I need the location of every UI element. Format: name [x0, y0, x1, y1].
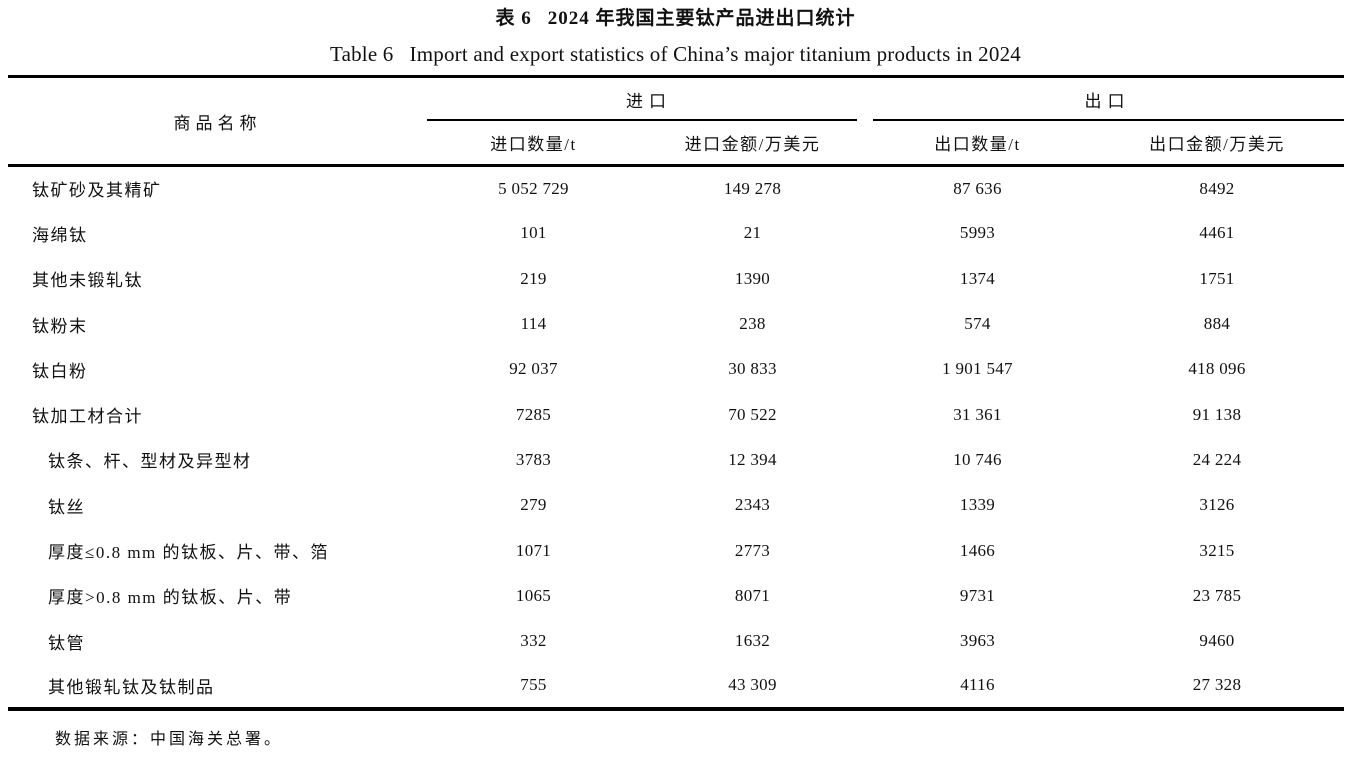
- table-caption-cn: 表 6 2024 年我国主要钛产品进出口统计: [0, 0, 1351, 33]
- cell-export-qty: 574: [964, 314, 991, 334]
- header-import-value: 进口金额/万美元: [640, 120, 865, 167]
- table-row: 钛矿砂及其精矿 5 052 729 149 278 87 636 8492: [8, 166, 1344, 211]
- cell-product: 钛白粉: [32, 361, 88, 381]
- cell-import-value: 8071: [734, 585, 771, 605]
- cell-import-qty: 7285: [515, 404, 552, 424]
- cell-import-qty: 3783: [515, 449, 552, 469]
- header-group-row: 商品名称 进口 出口: [8, 76, 1344, 167]
- table-caption-en: Table 6 Import and export statistics of C…: [0, 41, 1351, 67]
- cell-export-qty: 1374: [959, 268, 996, 288]
- cell-export-value: 3126: [1199, 495, 1235, 515]
- table-row: 钛粉末 114 238 574 884: [8, 301, 1344, 346]
- cell-import-value: 149 278: [723, 178, 782, 198]
- header-group-export: 出口: [865, 77, 1344, 121]
- cell-export-qty: 1339: [959, 495, 996, 515]
- cell-import-qty: 1071: [515, 540, 552, 560]
- cell-import-value: 2343: [734, 495, 771, 515]
- cell-import-value: 12 394: [728, 449, 777, 469]
- cell-export-qty: 5993: [959, 223, 996, 243]
- table-row: 厚度≤0.8 mm 的钛板、片、带、箔 1071 2773 1466 3215: [8, 528, 1344, 573]
- header-product-name: 商品名称: [8, 76, 427, 167]
- cell-import-qty: 114: [520, 314, 547, 334]
- table-row: 钛管 332 1632 3963 9460: [8, 618, 1344, 663]
- cell-import-value: 1390: [734, 268, 771, 288]
- cell-export-qty: 31 361: [953, 404, 1002, 424]
- cell-export-value: 3215: [1199, 540, 1235, 560]
- cell-import-qty: 755: [520, 675, 547, 695]
- cell-product: 厚度>0.8 mm 的钛板、片、带: [48, 588, 293, 608]
- cell-export-qty: 87 636: [953, 178, 1002, 198]
- table-caption-cn-label: 表 6: [495, 8, 532, 29]
- header-group-export-label: 出口: [1084, 91, 1131, 111]
- header-group-import-label: 进口: [626, 91, 672, 111]
- cell-export-qty: 1466: [959, 540, 996, 560]
- table-row: 其他未锻轧钛 219 1390 1374 1751: [8, 256, 1344, 301]
- cell-export-qty: 4116: [960, 675, 995, 695]
- cell-product: 厚度≤0.8 mm 的钛板、片、带、箔: [48, 543, 330, 563]
- cell-product: 海绵钛: [32, 225, 88, 245]
- cell-import-value: 70 522: [728, 404, 777, 424]
- table-row: 厚度>0.8 mm 的钛板、片、带 1065 8071 9731 23 785: [8, 573, 1344, 618]
- cell-export-qty: 1 901 547: [942, 359, 1013, 379]
- cell-export-value: 24 224: [1192, 449, 1242, 469]
- cell-product: 钛丝: [48, 497, 85, 517]
- table-caption-en-text: Import and export statistics of China’s …: [409, 42, 1021, 66]
- cell-import-qty: 332: [520, 631, 547, 651]
- cell-product: 钛管: [48, 633, 85, 653]
- cell-import-qty: 279: [520, 495, 547, 515]
- cell-export-value: 91 138: [1192, 404, 1242, 424]
- table-row: 钛丝 279 2343 1339 3126: [8, 483, 1344, 528]
- cell-export-qty: 9731: [959, 585, 996, 605]
- import-group-rule: [427, 118, 857, 121]
- import-export-table: 商品名称 进口 出口 进口数量/t 进口金额/万美元 出口数量/t 出口金额/万…: [8, 75, 1344, 712]
- cell-export-qty: 10 746: [953, 449, 1002, 469]
- cell-import-qty: 219: [520, 268, 547, 288]
- cell-product: 钛加工材合计: [32, 407, 143, 427]
- header-export-value: 出口金额/万美元: [1090, 120, 1344, 167]
- cell-import-value: 30 833: [728, 359, 777, 379]
- cell-export-value: 9460: [1199, 631, 1235, 651]
- table-row: 其他锻轧钛及钛制品 755 43 309 4116 27 328: [8, 664, 1344, 709]
- table-row: 钛白粉 92 037 30 833 1 901 547 418 096: [8, 347, 1344, 392]
- cell-import-qty: 1065: [515, 585, 552, 605]
- cell-import-value: 43 309: [728, 675, 777, 695]
- cell-export-value: 27 328: [1192, 675, 1242, 695]
- cell-product: 钛条、杆、型材及异型材: [48, 452, 252, 472]
- cell-import-value: 2773: [734, 540, 771, 560]
- header-export-qty: 出口数量/t: [865, 120, 1090, 167]
- cell-product: 钛矿砂及其精矿: [32, 181, 162, 201]
- table-row: 海绵钛 101 21 5993 4461: [8, 211, 1344, 256]
- cell-export-value: 884: [1203, 314, 1231, 334]
- cell-product: 钛粉末: [32, 316, 88, 336]
- cell-export-value: 23 785: [1192, 585, 1242, 605]
- header-group-import: 进口: [427, 77, 865, 121]
- export-group-rule: [873, 118, 1344, 121]
- header-import-qty: 进口数量/t: [427, 120, 640, 167]
- table-row: 钛加工材合计 7285 70 522 31 361 91 138: [8, 392, 1344, 437]
- cell-product: 其他锻轧钛及钛制品: [48, 677, 215, 697]
- cell-export-qty: 3963: [959, 631, 996, 651]
- cell-product: 其他未锻轧钛: [32, 271, 143, 291]
- cell-export-value: 8492: [1199, 178, 1235, 198]
- data-source-note: 数据来源：中国海关总署。: [55, 731, 284, 749]
- cell-import-value: 238: [739, 314, 766, 334]
- cell-export-value: 1751: [1199, 268, 1235, 288]
- cell-export-value: 4461: [1199, 223, 1235, 243]
- cell-import-qty: 101: [520, 223, 547, 243]
- cell-import-qty: 92 037: [509, 359, 558, 379]
- cell-import-qty: 5 052 729: [498, 178, 569, 198]
- cell-export-value: 418 096: [1188, 359, 1246, 379]
- table-caption-en-label: Table 6: [330, 42, 394, 66]
- table-row: 钛条、杆、型材及异型材 3783 12 394 10 746 24 224: [8, 437, 1344, 482]
- cell-import-value: 1632: [734, 631, 771, 651]
- header-sub-row: 进口数量/t 进口金额/万美元 出口数量/t 出口金额/万美元: [8, 120, 1344, 167]
- cell-import-value: 21: [743, 223, 762, 243]
- table-caption-cn-text: 2024 年我国主要钛产品进出口统计: [547, 8, 856, 29]
